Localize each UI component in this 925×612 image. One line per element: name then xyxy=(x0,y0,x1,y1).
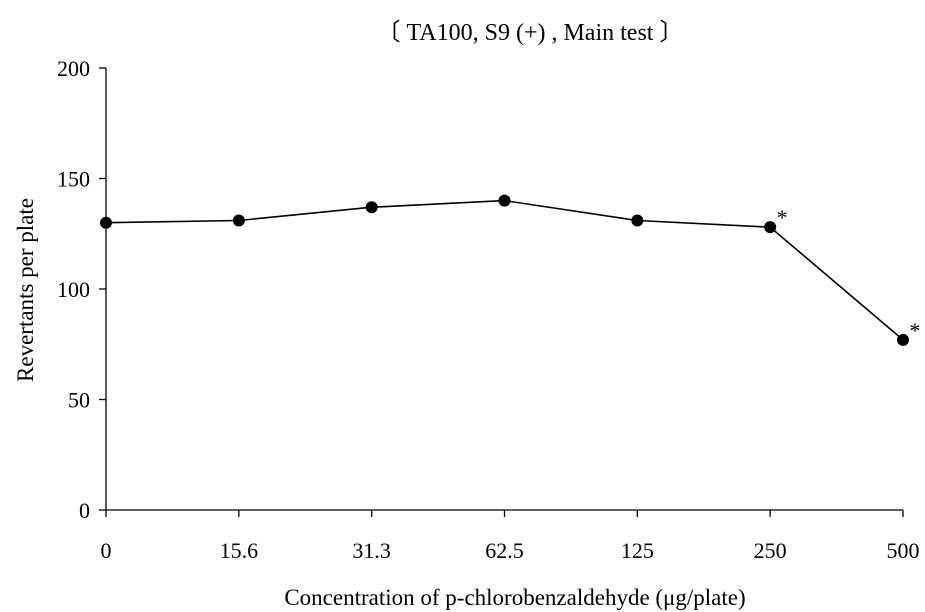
y-tick-label: 150 xyxy=(57,167,90,192)
data-point xyxy=(897,333,909,346)
y-axis-title: Revertants per plate xyxy=(13,198,38,382)
series-layer xyxy=(100,194,909,346)
chart-title: 〔 TA100, S9 (+) , Main test 〕 xyxy=(377,20,684,46)
y-tick-label: 50 xyxy=(68,388,90,413)
data-point xyxy=(232,214,245,227)
x-tick-label: 62.5 xyxy=(485,538,524,563)
data-point xyxy=(631,214,644,227)
data-point xyxy=(100,216,112,229)
data-point xyxy=(764,221,777,234)
annotation-layer: ** xyxy=(777,205,921,343)
data-point xyxy=(498,194,511,207)
significance-marker: * xyxy=(910,318,921,343)
x-axis: 0 15.6 31.3 62.5 125 250 500 xyxy=(101,509,920,563)
data-point xyxy=(365,201,378,214)
x-axis-title: Concentration of p-chlorobenzaldehyde (μ… xyxy=(284,585,745,610)
x-tick-label: 15.6 xyxy=(220,538,259,563)
y-tick-label: 0 xyxy=(79,498,90,523)
significance-marker: * xyxy=(777,205,788,230)
y-tick-label: 200 xyxy=(57,56,90,81)
x-tick-label: 125 xyxy=(621,538,654,563)
x-tick-label: 31.3 xyxy=(352,538,391,563)
x-tick-label: 0 xyxy=(101,538,112,563)
y-axis: 0 50 100 150 200 xyxy=(57,56,107,523)
x-tick-label: 500 xyxy=(887,538,920,563)
y-tick-label: 100 xyxy=(57,277,90,302)
x-tick-label: 250 xyxy=(754,538,787,563)
